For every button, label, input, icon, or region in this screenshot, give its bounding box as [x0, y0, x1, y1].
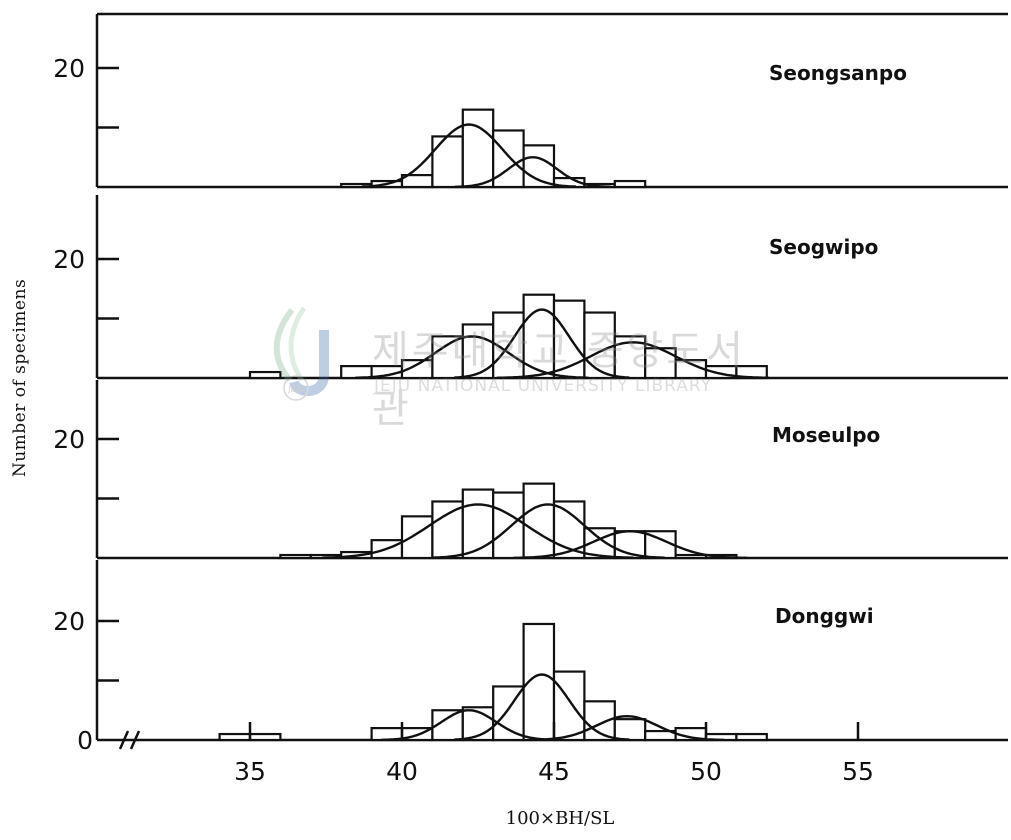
y-tick-label: 20 — [53, 607, 85, 636]
histogram-bar — [248, 370, 282, 380]
histogram-bar — [522, 482, 556, 560]
fitted-curve — [454, 156, 611, 188]
y-tick-label: 20 — [53, 54, 85, 83]
histogram-bar — [431, 135, 464, 189]
histogram-bar — [522, 293, 556, 380]
fitted-curve — [381, 709, 557, 741]
histogram-bar — [613, 179, 647, 189]
panel-label: Seongsanpo — [769, 61, 907, 85]
library-watermark: JEJU 제주대학교 중앙도서관 JEJU NATIONAL UNIVERSIT… — [262, 300, 782, 432]
y-tick-label: 0 — [77, 726, 93, 755]
fitted-curve — [322, 503, 634, 559]
histogram-bar — [583, 311, 616, 380]
panel-donggwi: 20 0 Donggwi — [53, 560, 1008, 755]
histogram-bar — [400, 515, 434, 560]
fitted-curve — [513, 529, 747, 559]
panel-moseulpo: 20 Moseulpo — [53, 380, 1008, 560]
histogram-bar — [461, 108, 495, 189]
y-tick-label: 20 — [53, 425, 85, 454]
axis-break-symbol — [118, 730, 141, 750]
fitted-curve — [361, 123, 576, 188]
library-logo: JEJU — [273, 306, 329, 401]
histogram-bar — [552, 670, 586, 742]
histogram-bar — [613, 718, 647, 742]
panel-label: Moseulpo — [772, 423, 880, 447]
histogram-bar — [492, 491, 525, 560]
y-tick-label: 20 — [53, 245, 85, 274]
x-axis-label: 100×BH/SL — [505, 808, 615, 829]
x-tick-label: 55 — [842, 757, 874, 786]
watermark-english-text: JEJU NATIONAL UNIVERSITY LIBRARY — [374, 376, 712, 396]
panel-seogwipo: 20 Seogwipo — [53, 195, 1008, 380]
x-tick-label: 45 — [538, 757, 570, 786]
x-tick-label: 40 — [386, 757, 418, 786]
histogram-bar — [735, 732, 768, 742]
histogram-bar — [492, 129, 525, 189]
histogram-bar — [431, 335, 464, 380]
panel-label: Donggwi — [775, 604, 874, 628]
fitted-curve — [529, 714, 725, 742]
fitted-curve — [454, 308, 630, 379]
y-axis-label: Number of specimens — [10, 278, 31, 478]
y-axis-label-box: Number of specimens — [10, 248, 30, 508]
fitted-curve — [454, 673, 630, 741]
fitted-curve — [431, 503, 665, 559]
watermark-korean-text: 제주대학교 중앙도서관 — [372, 328, 746, 432]
histogram-bar — [644, 347, 677, 380]
histogram-bar — [461, 488, 495, 560]
panel-seongsanpo: 20 Seongsanpo — [53, 12, 1008, 189]
histogram-bar — [279, 553, 312, 560]
panel-label: Seogwipo — [769, 235, 878, 259]
histogram-bar — [218, 732, 252, 742]
x-tick-label: 35 — [234, 757, 266, 786]
histogram-bar — [248, 732, 282, 742]
x-tick-label: 50 — [690, 757, 722, 786]
histogram-panels: 20 Seongsanpo 20 Seogwipo 20 Moseulpo 20 0 Dongg… — [53, 12, 1008, 755]
histogram-bar — [674, 553, 708, 560]
fitted-curve — [496, 341, 770, 379]
x-axis: 35 40 45 50 55 — [118, 722, 874, 786]
library-logo-text: JEJU — [287, 385, 304, 394]
